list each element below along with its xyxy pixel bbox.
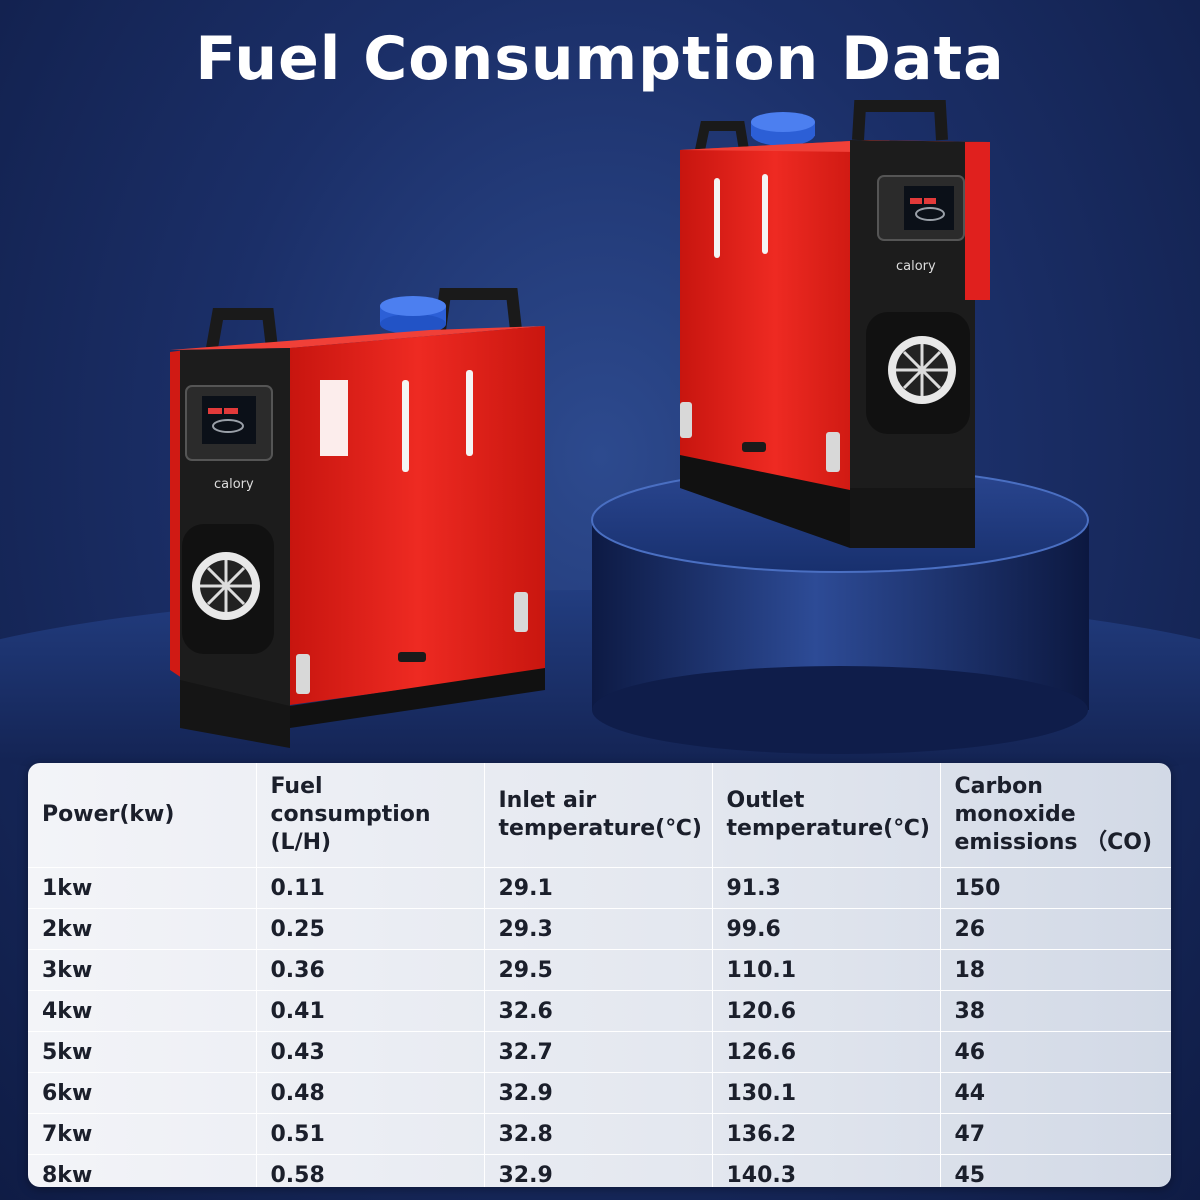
cell-outlet: 91.3	[712, 867, 941, 909]
table-row: 7kw 0.51 32.8 136.2 47	[28, 1113, 1171, 1155]
cell-power: 3kw	[28, 949, 257, 991]
table-row: 4kw 0.41 32.6 120.6 38	[28, 990, 1171, 1032]
cell-inlet: 29.1	[484, 867, 713, 909]
cell-co: 18	[940, 949, 1171, 991]
table-row: 2kw 0.25 29.3 99.6 26	[28, 908, 1171, 950]
cell-inlet: 29.3	[484, 908, 713, 950]
header-co-emissions: Carbon monoxide emissions （CO)	[940, 763, 1171, 868]
table-row: 5kw 0.43 32.7 126.6 46	[28, 1031, 1171, 1073]
cell-fuel: 0.11	[256, 867, 485, 909]
heater-right: calory	[680, 100, 990, 548]
page-title: Fuel Consumption Data	[195, 24, 1005, 94]
cell-outlet: 136.2	[712, 1113, 941, 1155]
cell-co: 38	[940, 990, 1171, 1032]
cell-power: 6kw	[28, 1072, 257, 1114]
cell-co: 47	[940, 1113, 1171, 1155]
cell-inlet: 32.7	[484, 1031, 713, 1073]
cell-power: 2kw	[28, 908, 257, 950]
cell-inlet: 32.6	[484, 990, 713, 1032]
table-row: 6kw 0.48 32.9 130.1 44	[28, 1072, 1171, 1114]
cell-inlet: 32.9	[484, 1154, 713, 1187]
cell-outlet: 140.3	[712, 1154, 941, 1187]
heater-left: calory	[170, 288, 545, 748]
cell-co: 46	[940, 1031, 1171, 1073]
cell-fuel: 0.51	[256, 1113, 485, 1155]
cell-outlet: 110.1	[712, 949, 941, 991]
header-power: Power(kw)	[28, 763, 257, 868]
header-fuel-consumption: Fuel consumption (L/H)	[256, 763, 485, 868]
table-header-row: Power(kw) Fuel consumption (L/H) Inlet a…	[28, 763, 1171, 868]
cell-fuel: 0.43	[256, 1031, 485, 1073]
header-inlet-air-temperature: Inlet air temperature(℃)	[484, 763, 713, 868]
cell-inlet: 32.8	[484, 1113, 713, 1155]
header-outlet-temperature: Outlet temperature(℃)	[712, 763, 941, 868]
brand-logo-right: calory	[896, 259, 936, 274]
cell-co: 45	[954, 1162, 986, 1188]
cell-outlet: 130.1	[712, 1072, 941, 1114]
cell-outlet: 126.6	[712, 1031, 941, 1073]
brand-logo-left: calory	[214, 477, 254, 492]
cell-power: 4kw	[28, 990, 257, 1032]
product-scene: calory	[0, 100, 1200, 770]
fuel-consumption-table: Power(kw) Fuel consumption (L/H) Inlet a…	[28, 763, 1171, 1187]
cell-co: 26	[940, 908, 1171, 950]
cell-power: 7kw	[28, 1113, 257, 1155]
cell-co: 44	[940, 1072, 1171, 1114]
cell-inlet: 29.5	[484, 949, 713, 991]
cell-co: 150	[940, 867, 1171, 909]
table-row: 8kw 0.58 32.9 140.3 45	[28, 1154, 1171, 1188]
table-row: 1kw 0.11 29.1 91.3 150	[28, 867, 1171, 909]
cell-power: 8kw	[28, 1154, 257, 1187]
cell-fuel: 0.58	[256, 1154, 485, 1187]
cell-fuel: 0.48	[256, 1072, 485, 1114]
table-row: 3kw 0.36 29.5 110.1 18	[28, 949, 1171, 991]
cell-power: 1kw	[28, 867, 257, 909]
cell-fuel: 0.36	[256, 949, 485, 991]
cell-inlet: 32.9	[484, 1072, 713, 1114]
cell-power: 5kw	[28, 1031, 257, 1073]
cell-outlet: 99.6	[712, 908, 941, 950]
cell-fuel: 0.41	[256, 990, 485, 1032]
cell-outlet: 120.6	[712, 990, 941, 1032]
cell-fuel: 0.25	[256, 908, 485, 950]
